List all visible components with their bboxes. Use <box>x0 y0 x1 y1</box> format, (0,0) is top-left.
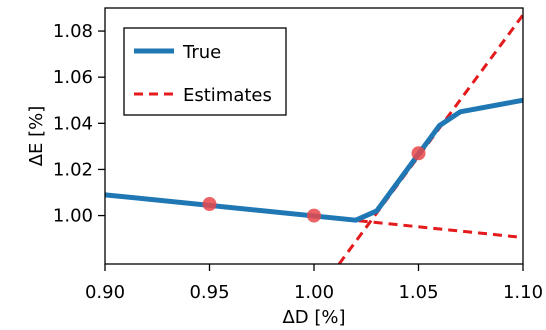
sample-point-marker <box>202 197 217 212</box>
y-tick-label: 1.04 <box>53 113 93 134</box>
y-tick-label: 1.08 <box>53 21 93 42</box>
y-axis-label: ΔE [%] <box>26 106 47 167</box>
legend-label-estimates: Estimates <box>183 85 272 106</box>
legend: True Estimates <box>123 27 287 116</box>
y-tick-label: 1.00 <box>53 206 93 227</box>
sample-point-marker <box>411 146 426 161</box>
sample-point-marker <box>307 208 321 223</box>
y-tick-label: 1.06 <box>53 67 93 88</box>
y-tick-label: 1.02 <box>53 159 93 180</box>
plot-area <box>105 14 523 264</box>
x-tick-label: 1.10 <box>503 282 543 303</box>
legend-box <box>123 27 287 116</box>
x-axis-label: ΔD [%] <box>282 307 345 328</box>
x-tick-label: 0.95 <box>189 282 229 303</box>
x-axis: 0.90 0.95 1.00 1.05 1.10 <box>85 264 543 303</box>
y-axis: 1.00 1.02 1.04 1.06 1.08 <box>53 21 105 227</box>
x-tick-label: 1.00 <box>294 282 334 303</box>
x-tick-label: 0.90 <box>85 282 125 303</box>
legend-label-true: True <box>182 42 221 63</box>
x-tick-label: 1.05 <box>398 282 438 303</box>
true-line <box>105 97 523 223</box>
